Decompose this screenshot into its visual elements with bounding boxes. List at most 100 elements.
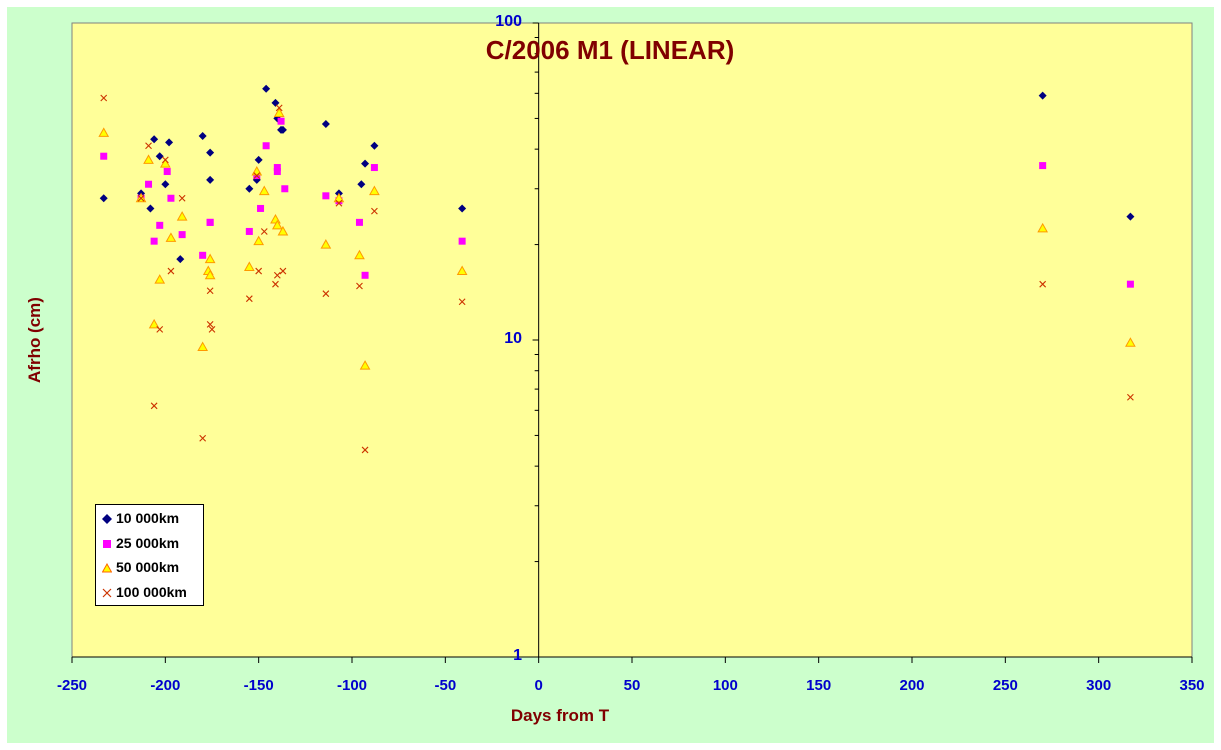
data-point-50000km [165, 232, 177, 242]
data-point-10000km [198, 132, 207, 141]
data-point-10000km [206, 175, 215, 184]
data-point-100000km [273, 271, 281, 279]
data-point-25000km [199, 251, 207, 259]
y-axis-label: Afrho (cm) [25, 297, 44, 383]
x-tick-label: -50 [434, 677, 457, 694]
data-point-25000km [163, 168, 171, 176]
data-point-100000km [206, 287, 214, 295]
data-point-100000km [335, 199, 343, 207]
x-tick-label: 350 [1179, 677, 1205, 694]
data-point-100000km [275, 104, 283, 112]
data-point-10000km [161, 180, 170, 189]
legend-item-10000km: 10 000km [102, 508, 179, 528]
data-point-50000km [204, 253, 216, 264]
data-point-10000km [458, 204, 467, 213]
data-point-50000km [204, 269, 216, 280]
data-point-100000km [272, 280, 279, 288]
data-point-25000km [206, 218, 214, 226]
data-point-25000km [273, 168, 281, 176]
data-point-10000km [1126, 212, 1135, 221]
data-point-25000km [370, 164, 378, 172]
data-point-100000km [137, 194, 145, 202]
data-point-10000km [176, 255, 185, 264]
data-point-25000km [277, 117, 285, 125]
y-tick-label: 100 [495, 13, 522, 30]
data-point-50000km [1037, 222, 1049, 233]
data-point-10000km [370, 141, 379, 150]
data-point-50000km [359, 360, 371, 370]
x-tick-label: 200 [899, 677, 925, 694]
data-point-50000km [369, 185, 380, 196]
data-point-10000km [1038, 91, 1047, 100]
data-point-100000km [260, 228, 268, 235]
x-tick-label: 100 [712, 677, 738, 694]
data-point-100000km [100, 94, 108, 102]
data-point-10000km [254, 155, 263, 164]
data-point-50000km [258, 185, 270, 196]
data-point-10000km [150, 135, 159, 144]
data-point-100000km [361, 446, 369, 454]
data-point-50000km [143, 154, 154, 164]
data-point-10000km [99, 194, 108, 203]
plot-background [71, 22, 1193, 658]
data-point-25000km [167, 194, 175, 202]
x-tick-label: -150 [243, 677, 274, 694]
data-point-50000km [243, 261, 255, 271]
x-marker-icon [102, 588, 112, 598]
data-point-100000km [145, 142, 152, 150]
data-point-100000km [1127, 393, 1134, 401]
data-point-50000km [456, 265, 468, 276]
legend-label: 50 000km [116, 559, 180, 575]
data-point-100000km [206, 321, 214, 328]
data-point-25000km [273, 164, 281, 172]
data-point-25000km [257, 204, 265, 212]
data-point-100000km [371, 207, 378, 215]
data-point-10000km [271, 98, 280, 107]
data-point-100000km [208, 326, 216, 333]
data-point-100000km [178, 194, 186, 202]
data-point-100000km [245, 295, 253, 303]
y-tick-label: 10 [504, 330, 522, 347]
x-tick-label: -250 [56, 677, 88, 694]
square-marker-icon [103, 540, 111, 549]
legend-item-100000km: 100 000km [102, 582, 187, 602]
data-point-25000km [100, 152, 108, 160]
data-point-10000km [357, 180, 366, 189]
data-point-25000km [1126, 280, 1134, 288]
triangle-marker-icon [101, 563, 113, 573]
data-point-100000km [253, 172, 261, 180]
data-point-10000km [165, 138, 174, 147]
data-point-25000km [178, 231, 186, 239]
data-point-50000km [154, 274, 166, 284]
data-point-50000km [277, 225, 289, 236]
data-point-25000km [150, 237, 158, 245]
data-point-50000km [148, 318, 160, 329]
x-tick-label: 0 [534, 677, 543, 694]
legend-item-50000km: 50 000km [101, 557, 180, 577]
data-point-100000km [167, 267, 175, 275]
legend-label: 100 000km [116, 584, 187, 600]
data-point-25000km [156, 221, 164, 229]
data-point-10000km [278, 125, 287, 134]
legend: 10 000km 25 000km 50 000km 100 000km [95, 504, 204, 606]
data-point-50000km [197, 341, 209, 352]
data-point-10000km [155, 152, 164, 161]
data-point-100000km [150, 402, 158, 410]
data-point-50000km [273, 107, 285, 118]
data-point-10000km [321, 120, 330, 129]
data-point-100000km [255, 267, 263, 275]
data-point-50000km [320, 239, 332, 249]
diamond-marker-icon [102, 514, 112, 525]
data-point-25000km [458, 237, 466, 245]
legend-label: 10 000km [116, 510, 180, 526]
data-point-100000km [356, 282, 363, 290]
data-point-50000km [1125, 337, 1136, 347]
legend-label: 25 000km [116, 535, 180, 551]
data-point-25000km [361, 271, 369, 279]
data-point-10000km [262, 84, 271, 93]
data-point-100000km [458, 298, 466, 306]
data-point-50000km [253, 235, 265, 246]
data-point-25000km [355, 218, 363, 226]
legend-item-25000km: 25 000km [102, 533, 179, 553]
